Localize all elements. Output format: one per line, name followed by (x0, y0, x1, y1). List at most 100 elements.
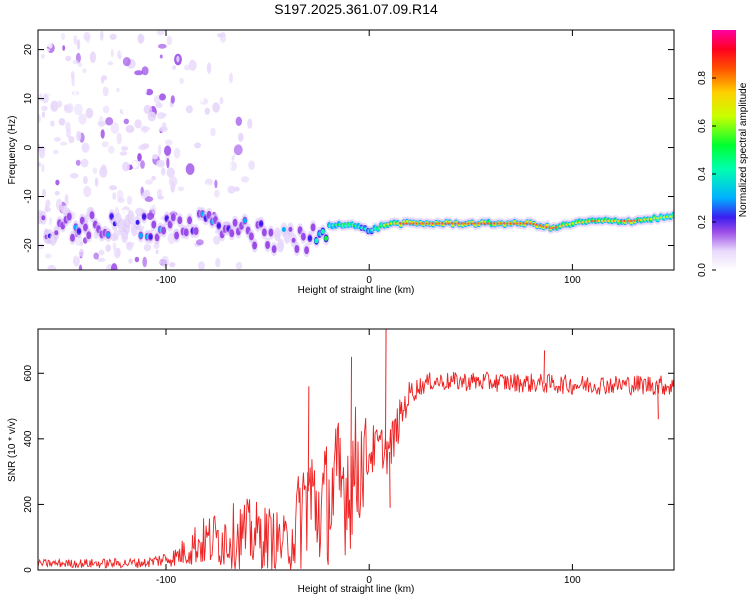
spectrogram-cell (122, 57, 131, 67)
colorbar: 0.0 0.2 0.4 0.6 0.8 Normalized spectral ampl… (697, 30, 749, 277)
spectrogram-cell (152, 154, 159, 160)
x-tick-label: 100 (564, 275, 581, 286)
spectrogram-cell (112, 192, 117, 200)
spectrogram-cell (291, 237, 296, 243)
spectrogram-cell (275, 230, 280, 239)
colorbar-tick-label: 0.4 (697, 167, 708, 181)
spectrogram-cell (320, 229, 325, 234)
spectrogram-cell (265, 241, 270, 249)
spectrogram-cell (219, 31, 227, 43)
spectrogram-cell (47, 30, 51, 38)
spectrogram-cell (193, 165, 201, 177)
snr-x-ticks: -100 0 100 (156, 329, 581, 586)
spectrogram-cell (226, 160, 232, 172)
spectrogram-cell (121, 209, 129, 216)
spectrogram-cell (185, 163, 195, 175)
snr-y-label: SNR (10 * v/v) (7, 418, 18, 482)
x-tick-label: 0 (366, 275, 372, 286)
spectrogram-cell (213, 235, 221, 245)
spectrogram-cell (288, 226, 293, 232)
spectrogram-cell (135, 219, 140, 225)
spectrogram-cell (63, 104, 72, 114)
x-tick-label: -100 (156, 275, 176, 286)
spectrogram-cell (105, 117, 114, 126)
spectrogram-cell (81, 142, 90, 153)
spectrogram-cell (177, 186, 185, 192)
spectrogram-cell (233, 186, 240, 192)
spectrogram-cell (94, 177, 99, 187)
spectrogram-cell (166, 158, 170, 169)
spectrogram-cell (183, 228, 189, 237)
spectrogram-y-ticks: -20 -10 0 10 20 (23, 44, 674, 253)
spectrogram-cell (47, 264, 57, 270)
spectrogram-cell (50, 100, 59, 112)
spectrogram-cell (206, 62, 212, 74)
spectrogram-cell (268, 228, 274, 237)
spectrogram-cell (170, 95, 175, 104)
spectrogram-cell (42, 93, 49, 104)
spectrogram-cell (241, 176, 250, 183)
spectrogram-cell (73, 35, 78, 45)
spectrogram-cell (122, 232, 127, 240)
spectrogram-cell (160, 167, 166, 176)
spectrogram-cell (46, 82, 54, 87)
spectrogram-cell (168, 176, 178, 187)
spectrogram-y-label: Frequency (Hz) (7, 116, 18, 185)
spectrogram-cell (140, 125, 149, 134)
snr-spike (657, 385, 659, 420)
spectrogram-cell (71, 75, 75, 87)
spectrogram-cell (157, 188, 163, 200)
spectrogram-cell (324, 235, 329, 241)
spectrogram-cell (69, 173, 79, 179)
spectrogram-cell (157, 112, 166, 120)
spectrogram-cell (95, 41, 102, 49)
spectrogram-cell (174, 231, 180, 240)
spectrogram-cell (235, 116, 242, 127)
spectrogram-cell (45, 253, 52, 259)
snr-spike (543, 350, 546, 384)
spectrogram-cell (162, 245, 167, 253)
spectrogram-cell (218, 43, 227, 55)
spectrogram-cell (38, 104, 42, 113)
spectrogram-cell (169, 261, 176, 268)
spectrogram-cell (214, 189, 220, 198)
spectrogram-cell (82, 68, 87, 74)
spectrogram-cell (142, 214, 147, 220)
spectrogram-cell (98, 115, 104, 128)
spectrogram-cell (142, 256, 147, 268)
spectrogram-cell (172, 65, 177, 70)
snr-spike (350, 356, 353, 479)
spectrogram-cell (158, 144, 162, 157)
spectrogram-cell (139, 86, 148, 96)
spectrogram-cell (154, 62, 160, 74)
spectrogram-cell (89, 51, 96, 64)
spectrogram-cell (116, 132, 122, 145)
spectrogram-cell (198, 261, 205, 270)
spectrogram-cell (204, 107, 211, 115)
spectrogram-cell (219, 96, 224, 105)
spectrogram-cell (83, 32, 91, 41)
spectrogram-cell (248, 160, 255, 170)
spectrogram-cell (41, 48, 51, 53)
colorbar-tick-label: 0.2 (697, 215, 708, 229)
spectrogram-cell (64, 194, 69, 206)
spectrogram-cell (45, 199, 51, 208)
spectrogram-cell (80, 241, 83, 247)
spectrogram-cell (154, 233, 160, 242)
spectrogram-cell (259, 221, 264, 227)
spectrogram-cell (116, 189, 124, 201)
spectrogram-cell (134, 70, 144, 76)
spectrogram-cell (134, 119, 142, 129)
spectrogram-cell (85, 107, 94, 119)
spectrogram-cell (40, 53, 45, 59)
spectrogram-cell (111, 64, 118, 71)
spectrogram-cell (119, 49, 129, 57)
y-tick-label: 0 (23, 144, 34, 150)
spectrogram-cell (176, 55, 180, 63)
spectrogram-cell (98, 249, 105, 256)
spectrogram-cell (53, 137, 61, 142)
spectrogram-cell (226, 146, 235, 158)
spectrogram-cell (155, 102, 163, 108)
spectrogram-cell (82, 176, 88, 185)
